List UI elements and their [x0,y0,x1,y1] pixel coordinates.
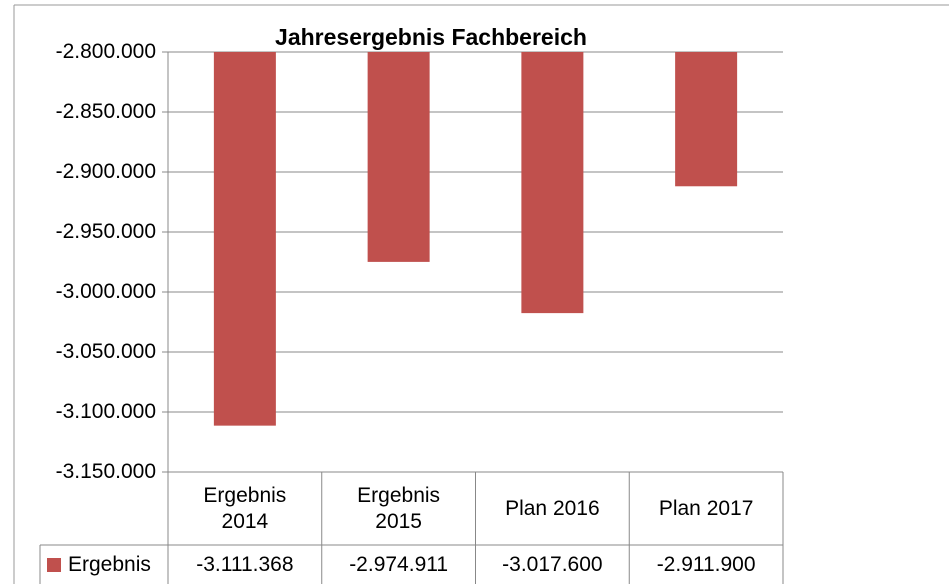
table-value: -3.111.368 [196,552,294,576]
x-tick-label: Ergebnis 2014 [203,483,287,533]
y-tick-label: -3.150.000 [55,460,156,483]
y-tick-label: -3.000.000 [55,280,156,303]
x-tick-label: Ergebnis 2015 [357,483,441,533]
y-tick-label: -3.100.000 [55,400,156,423]
y-tick-label: -2.950.000 [55,220,156,243]
table-value: -2.911.900 [656,552,756,576]
table-value: -2.974.911 [349,552,449,576]
bar [367,52,430,262]
y-tick-label: -2.850.000 [55,100,156,123]
bar [675,52,738,187]
legend-label: Ergebnis [68,552,151,576]
x-tick-label: Plan 2017 [658,496,754,520]
bar [213,52,276,426]
y-tick-label: -3.050.000 [55,340,156,363]
y-tick-label: -2.800.000 [55,40,156,63]
y-tick-label: -2.900.000 [55,160,156,183]
table-value: -3.017.600 [502,552,603,576]
legend-key [47,558,61,572]
chart-title: Jahresergebnis Fachbereich [275,24,587,50]
bar [521,52,584,314]
x-tick-label: Plan 2016 [505,496,600,520]
